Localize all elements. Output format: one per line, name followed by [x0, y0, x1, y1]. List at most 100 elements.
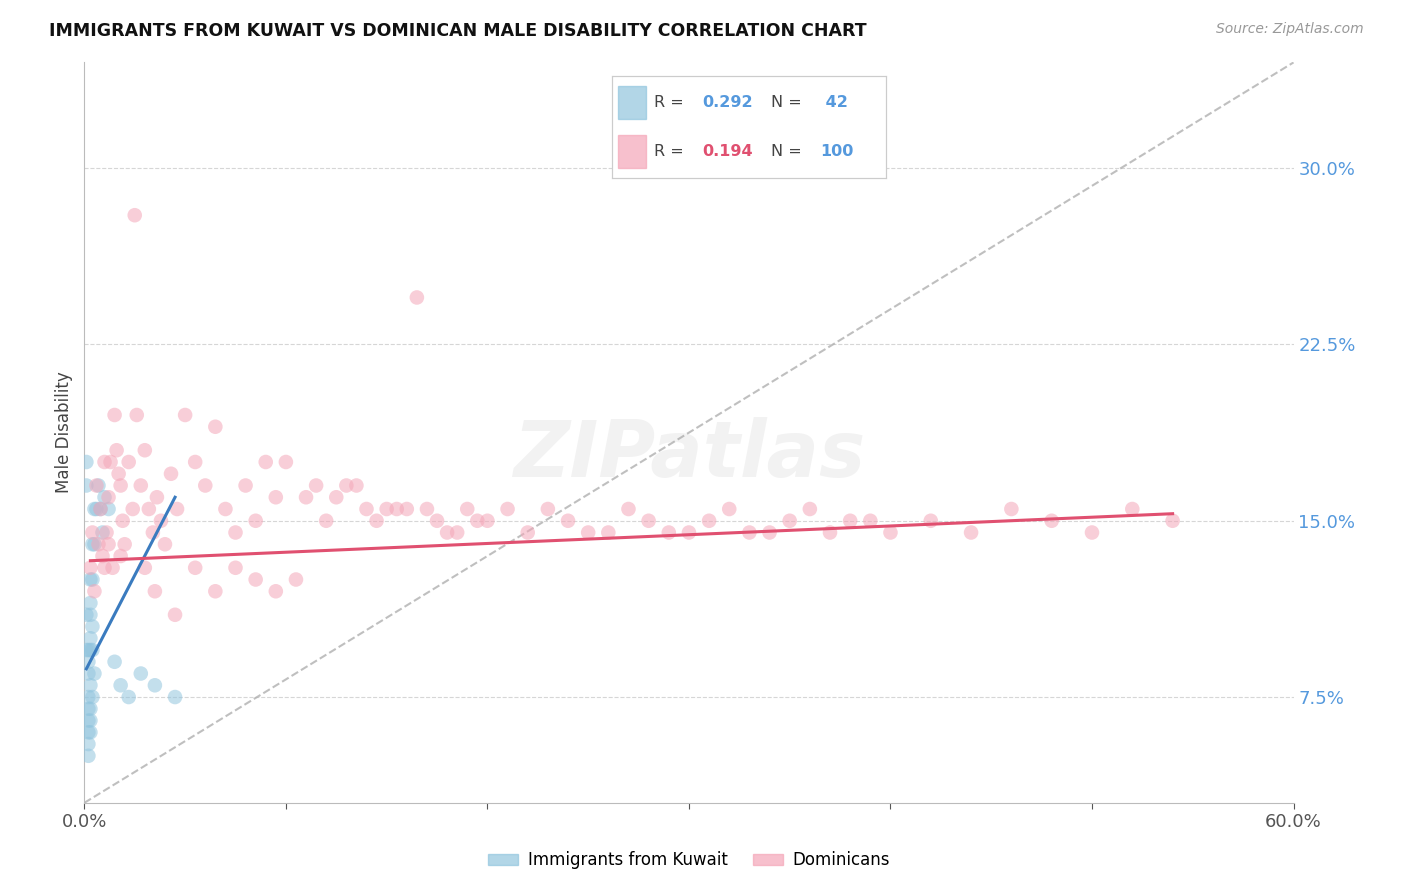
- Point: [82, 525, 104, 540]
- Point: [129, 666, 152, 681]
- Bar: [619, 136, 645, 168]
- Point: [285, 573, 308, 587]
- Point: [225, 561, 247, 575]
- Point: [110, 678, 132, 692]
- Point: [77, 748, 100, 763]
- Point: [118, 690, 141, 704]
- Point: [83, 666, 105, 681]
- Point: [114, 537, 136, 551]
- Point: [426, 514, 449, 528]
- Point: [97, 537, 120, 551]
- Point: [79, 714, 101, 728]
- Point: [1081, 525, 1104, 540]
- Point: [91, 525, 114, 540]
- Point: [779, 514, 801, 528]
- Text: R =: R =: [654, 95, 689, 110]
- Point: [89, 502, 111, 516]
- Point: [738, 525, 761, 540]
- Legend: Immigrants from Kuwait, Dominicans: Immigrants from Kuwait, Dominicans: [481, 845, 897, 876]
- Point: [91, 549, 114, 563]
- Point: [697, 514, 720, 528]
- Point: [1000, 502, 1022, 516]
- Point: [184, 561, 207, 575]
- Point: [214, 502, 236, 516]
- Point: [134, 443, 156, 458]
- Point: [678, 525, 700, 540]
- Point: [245, 514, 267, 528]
- Point: [142, 525, 165, 540]
- Point: [395, 502, 418, 516]
- Point: [160, 467, 183, 481]
- Point: [264, 490, 287, 504]
- Point: [87, 537, 110, 551]
- Point: [960, 525, 983, 540]
- Point: [77, 702, 100, 716]
- Point: [165, 690, 187, 704]
- Point: [617, 502, 640, 516]
- Point: [79, 678, 101, 692]
- Point: [149, 514, 172, 528]
- Point: [101, 561, 124, 575]
- Point: [496, 502, 519, 516]
- Point: [77, 655, 100, 669]
- Point: [79, 643, 101, 657]
- Point: [87, 478, 110, 492]
- Point: [107, 467, 129, 481]
- Point: [82, 619, 104, 633]
- Point: [456, 502, 478, 516]
- Point: [77, 737, 100, 751]
- Point: [93, 455, 115, 469]
- Point: [557, 514, 579, 528]
- Point: [598, 525, 620, 540]
- Text: 0.292: 0.292: [702, 95, 752, 110]
- Point: [111, 514, 134, 528]
- Point: [77, 714, 100, 728]
- Point: [121, 502, 143, 516]
- Point: [859, 514, 882, 528]
- Point: [143, 678, 166, 692]
- Text: 100: 100: [820, 145, 853, 160]
- Point: [879, 525, 901, 540]
- Point: [254, 455, 277, 469]
- Point: [839, 514, 862, 528]
- Point: [104, 655, 127, 669]
- Point: [576, 525, 599, 540]
- Point: [82, 690, 104, 704]
- Point: [325, 490, 347, 504]
- Point: [477, 514, 499, 528]
- Point: [467, 514, 489, 528]
- Point: [1040, 514, 1063, 528]
- Text: Source: ZipAtlas.com: Source: ZipAtlas.com: [1216, 22, 1364, 37]
- Point: [110, 549, 132, 563]
- Point: [96, 525, 118, 540]
- Point: [225, 525, 247, 540]
- Point: [77, 725, 100, 739]
- Point: [79, 632, 101, 646]
- Point: [799, 502, 821, 516]
- Point: [184, 455, 207, 469]
- Point: [86, 502, 108, 516]
- Point: [77, 643, 100, 657]
- Point: [1121, 502, 1143, 516]
- Point: [77, 690, 100, 704]
- Point: [79, 573, 101, 587]
- Point: [295, 490, 318, 504]
- Point: [406, 290, 429, 304]
- Point: [83, 537, 105, 551]
- Point: [315, 514, 337, 528]
- Point: [104, 408, 127, 422]
- Point: [82, 643, 104, 657]
- Point: [83, 584, 105, 599]
- Point: [79, 596, 101, 610]
- Point: [658, 525, 681, 540]
- Point: [79, 702, 101, 716]
- Point: [110, 478, 132, 492]
- Y-axis label: Male Disability: Male Disability: [55, 372, 73, 493]
- Point: [516, 525, 538, 540]
- Point: [335, 478, 357, 492]
- Text: N =: N =: [770, 95, 807, 110]
- Point: [75, 455, 97, 469]
- Point: [235, 478, 257, 492]
- Point: [366, 514, 388, 528]
- Point: [79, 725, 101, 739]
